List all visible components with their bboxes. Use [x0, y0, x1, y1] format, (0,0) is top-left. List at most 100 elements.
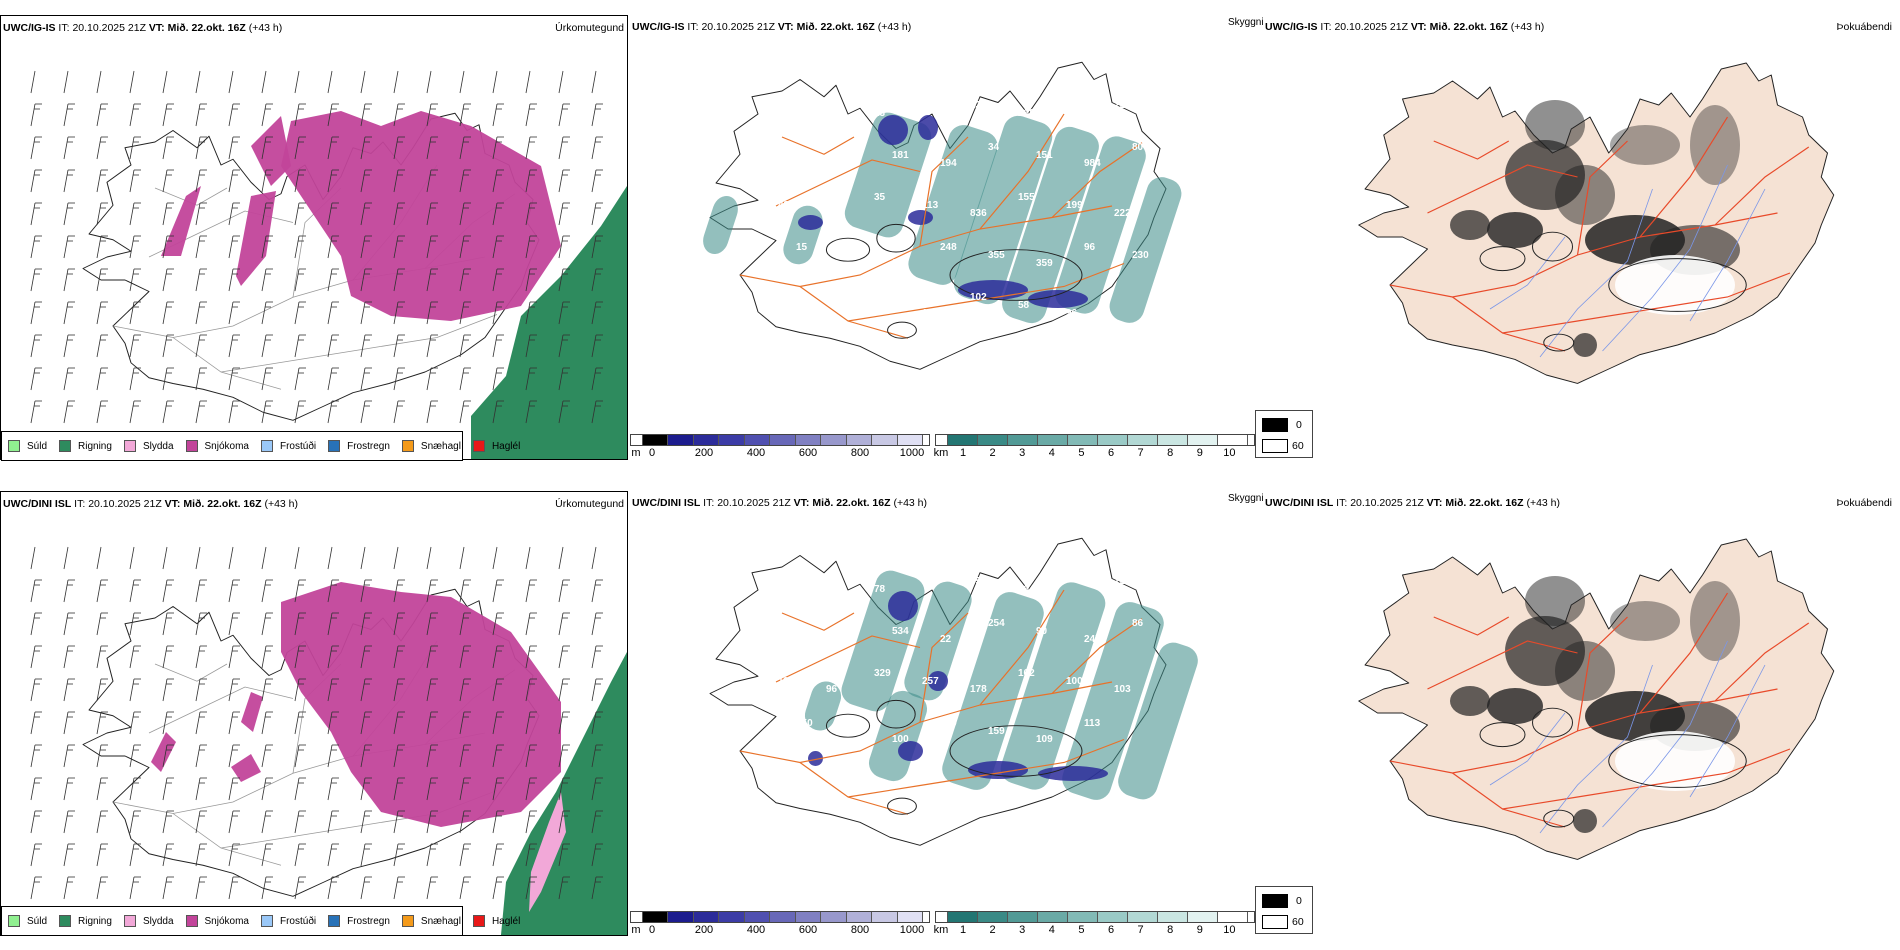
glacier-myrdalsjokull — [887, 321, 917, 339]
wind-barb-staff — [426, 843, 432, 867]
wind-barb — [261, 678, 273, 702]
wind-barb-staff — [63, 645, 69, 669]
wind-barb-staff — [294, 169, 300, 193]
snow-area — [281, 582, 561, 827]
wind-barb — [426, 202, 438, 226]
wind-barb-staff — [129, 136, 135, 160]
wind-barb-staff — [492, 678, 498, 702]
wind-barb — [591, 301, 603, 325]
wind-barb-staff — [129, 103, 135, 127]
wind-barb — [162, 876, 174, 900]
wind-barb — [558, 612, 570, 636]
high-terrain-patch — [798, 215, 823, 230]
wind-barb — [459, 810, 471, 834]
legend-item: Haglél — [472, 440, 520, 452]
wind-barb-staff — [195, 70, 201, 94]
wind-barb-staff — [96, 546, 102, 570]
wind-barb — [459, 546, 465, 570]
wind-barb-staff — [393, 301, 399, 325]
map-value-label: 164 — [1018, 584, 1035, 595]
wind-barb-staff — [30, 367, 36, 391]
wind-barb — [360, 235, 372, 259]
wind-barb-staff — [195, 400, 201, 424]
wind-barb — [129, 235, 141, 259]
map-value-label: 222 — [1114, 208, 1131, 219]
fog-indicator-area — [1573, 333, 1597, 357]
wind-barb — [294, 645, 306, 669]
wind-barb — [30, 169, 42, 193]
wind-barb — [294, 579, 306, 603]
wind-barb — [525, 334, 537, 358]
wind-barb — [393, 645, 405, 669]
wind-barb-staff — [195, 546, 201, 570]
wind-barb — [327, 876, 339, 900]
colorbar-tick-label: 0 — [648, 924, 656, 936]
it-value: 20.10.2025 21Z — [1334, 21, 1408, 33]
visibility-colorbar-row1 — [935, 434, 1255, 446]
road-line — [1502, 272, 1791, 334]
height-colorbar-row1 — [630, 434, 930, 446]
wind-barb — [30, 876, 42, 900]
wind-barb — [459, 744, 471, 768]
wind-barb-staff — [459, 334, 465, 358]
legend-swatch — [59, 440, 72, 452]
colorbar-segment — [1098, 435, 1128, 445]
wind-barb-staff — [96, 367, 102, 391]
wind-barb — [525, 301, 537, 325]
wind-barb — [96, 103, 108, 127]
wind-barb — [459, 202, 471, 226]
wind-barb-staff — [558, 235, 564, 259]
wind-barb — [261, 579, 273, 603]
wind-barb — [96, 546, 102, 570]
vt-value: Mið. 22.okt. 16Z — [796, 21, 875, 33]
legend-label: Snæhagl — [420, 915, 461, 927]
legend-item: Frostúði — [260, 915, 316, 927]
wind-barb-staff — [426, 546, 432, 570]
wind-barb — [459, 301, 471, 325]
wind-barb-staff — [327, 202, 333, 226]
river-line — [1689, 664, 1766, 798]
wind-barb-staff — [228, 579, 234, 603]
wind-barb-staff — [360, 70, 366, 94]
legend-item: Frostregn — [328, 915, 390, 927]
colorbar-tick-label: 9 — [1196, 447, 1203, 459]
model-name: UWC/IG-IS — [3, 22, 56, 34]
wind-barb-staff — [63, 367, 69, 391]
wind-barb — [393, 400, 405, 424]
wind-barb-staff — [426, 678, 432, 702]
high-terrain-patch — [898, 741, 923, 761]
map-value-label: 177 — [778, 308, 795, 319]
wind-barb — [459, 169, 471, 193]
wind-barb — [129, 744, 141, 768]
road-line — [775, 635, 921, 683]
wind-barb — [195, 103, 207, 127]
wind-barb-staff — [459, 876, 465, 900]
wind-barb-staff — [63, 136, 69, 160]
wind-barb — [393, 136, 405, 160]
map-value-label: 159 — [988, 726, 1005, 737]
wind-barb — [459, 612, 471, 636]
wind-barb — [294, 678, 306, 702]
vt-value: Mið. 22.okt. 16Z — [1445, 497, 1524, 509]
wind-barb-staff — [294, 202, 300, 226]
wind-barb-staff — [261, 744, 267, 768]
legend-swatch — [328, 440, 341, 452]
wind-barb-staff — [228, 235, 234, 259]
map-value-label: 984 — [1084, 158, 1101, 169]
low-visibility-area — [953, 115, 1053, 305]
it-label: IT: — [74, 498, 86, 510]
colorbar-segment — [846, 912, 873, 922]
fog-legend-row1: 0 60 — [1255, 410, 1313, 458]
legend-swatch — [123, 915, 136, 927]
wind-barb — [30, 103, 42, 127]
glacier-vatnajokull — [949, 725, 1083, 777]
colorbar-tick-label: 1000 — [899, 447, 925, 459]
wind-barb — [327, 711, 339, 735]
wind-barb-staff — [96, 579, 102, 603]
lead-time: (+43 h) — [1526, 497, 1561, 509]
wind-barb — [426, 777, 438, 801]
low-visibility-area — [1002, 126, 1099, 324]
wind-barb-staff — [591, 711, 597, 735]
legend-swatch — [59, 915, 72, 927]
colorbar-tick-label: 8 — [1167, 924, 1174, 936]
